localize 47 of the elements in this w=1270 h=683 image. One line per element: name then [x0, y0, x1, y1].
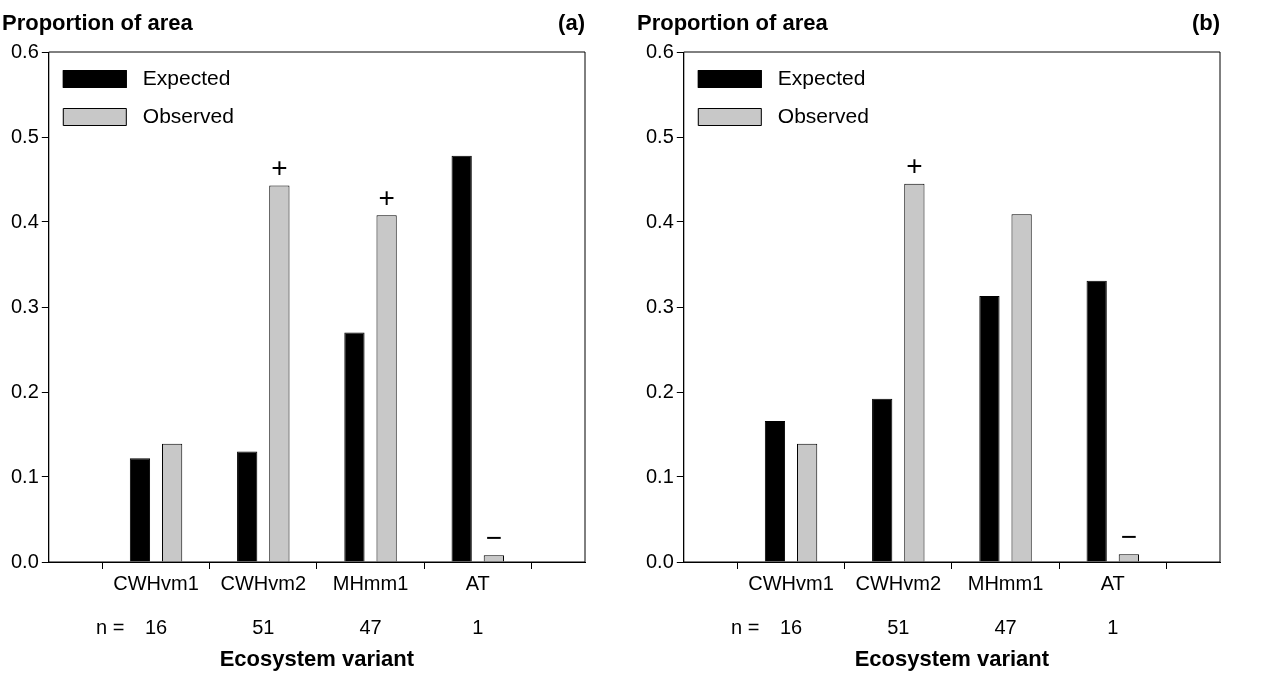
- y-tick-label: 0.0: [645, 549, 674, 572]
- text: 47: [359, 615, 382, 638]
- data-label: +: [271, 152, 288, 184]
- text: 47: [994, 615, 1017, 638]
- chart-title: (b): [1191, 10, 1220, 35]
- x-tick-label: CWHvm2: [220, 571, 307, 594]
- legend-label: Observed: [142, 103, 234, 127]
- x-tick-label: CWHvm1: [113, 571, 199, 594]
- legend-label: Expected: [777, 65, 866, 89]
- y-tick-label: 0.2: [645, 379, 674, 402]
- text: n =: [96, 615, 125, 638]
- y-tick-label: 0.3: [645, 294, 674, 317]
- data-label: +: [906, 150, 923, 182]
- data-label: −: [1120, 521, 1138, 553]
- x-tick-label: CWHvm2: [855, 571, 942, 594]
- x-tick-label: MHmm1: [967, 571, 1044, 594]
- text: 16: [779, 615, 803, 638]
- legend-label: Observed: [777, 103, 869, 127]
- data-label: −: [485, 521, 503, 553]
- x-tick-label: MHmm1: [332, 571, 409, 594]
- text: 51: [887, 615, 910, 638]
- legend-label: Expected: [142, 65, 231, 89]
- y-tick-label: 0.6: [645, 39, 674, 62]
- text: 51: [252, 615, 275, 638]
- y-tick-label: 0.1: [645, 464, 674, 487]
- y-axis-title: Proportion of area: [2, 10, 194, 35]
- y-tick-label: 0.3: [10, 294, 39, 317]
- text: 1: [1107, 615, 1119, 638]
- x-axis-title: Ecosystem variant: [219, 646, 415, 671]
- data-label: +: [378, 181, 395, 213]
- x-axis-title: Ecosystem variant: [854, 646, 1050, 671]
- y-tick-label: 0.4: [10, 209, 39, 232]
- y-tick-label: 0.6: [10, 39, 39, 62]
- text: 16: [144, 615, 168, 638]
- x-tick-label: AT: [1100, 571, 1125, 594]
- x-tick-label: CWHvm1: [748, 571, 834, 594]
- x-tick-label: AT: [465, 571, 490, 594]
- y-tick-label: 0.4: [645, 209, 674, 232]
- text: 1: [472, 615, 484, 638]
- text: n =: [731, 615, 760, 638]
- y-axis-title: Proportion of area: [637, 10, 829, 35]
- y-tick-label: 0.5: [10, 124, 39, 147]
- y-tick-label: 0.0: [10, 549, 39, 572]
- y-tick-label: 0.1: [10, 464, 39, 487]
- chart-title: (a): [558, 10, 585, 35]
- y-tick-label: 0.5: [645, 124, 674, 147]
- y-tick-label: 0.2: [10, 379, 39, 402]
